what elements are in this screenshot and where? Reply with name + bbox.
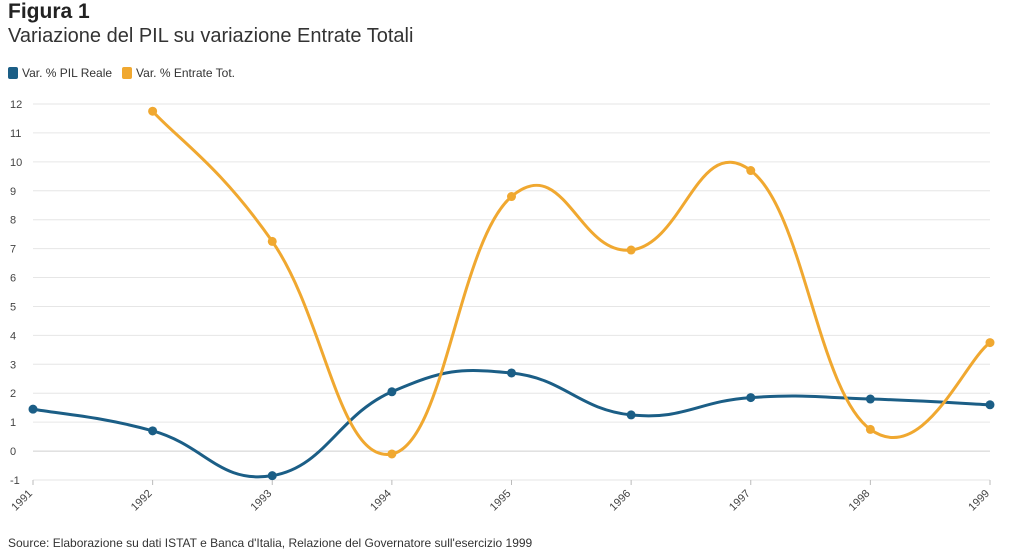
data-point-0 xyxy=(507,368,516,378)
y-tick-label: 6 xyxy=(10,273,16,285)
y-tick-label: 4 xyxy=(10,330,16,342)
data-point-0 xyxy=(985,400,995,410)
y-tick-label: 7 xyxy=(10,244,16,256)
series-line-0 xyxy=(31,369,992,479)
legend-item-pil[interactable]: Var. % PIL Reale xyxy=(8,66,112,80)
data-point-0 xyxy=(865,394,875,404)
data-point-1 xyxy=(985,338,995,348)
data-point-0 xyxy=(387,387,397,397)
x-tick-label: 1991 xyxy=(9,488,35,514)
x-tick-label: 1998 xyxy=(847,488,873,514)
y-tick-label: 0 xyxy=(10,446,16,458)
y-tick-label: 8 xyxy=(10,215,16,227)
data-point-0 xyxy=(746,393,756,403)
x-tick-label: 1993 xyxy=(249,488,275,514)
series-line-1 xyxy=(151,109,992,456)
y-tick-label: 10 xyxy=(10,157,22,169)
x-tick-label: 1994 xyxy=(368,488,394,514)
y-tick-label: 2 xyxy=(10,388,16,400)
data-point-0 xyxy=(148,426,158,436)
data-point-1 xyxy=(387,449,397,459)
data-point-0 xyxy=(28,404,38,414)
source-note: Source: Elaborazione su dati ISTAT e Ban… xyxy=(8,536,533,550)
data-point-1 xyxy=(148,106,158,116)
legend-label-entrate: Var. % Entrate Tot. xyxy=(136,66,235,80)
x-tick-label: 1999 xyxy=(966,488,992,514)
y-tick-label: 1 xyxy=(10,417,16,429)
x-tick-label: 1995 xyxy=(488,488,514,514)
y-tick-label: 11 xyxy=(10,128,21,140)
data-point-1 xyxy=(267,236,277,246)
data-point-1 xyxy=(746,166,756,176)
x-tick-label: 1992 xyxy=(129,488,155,514)
data-point-1 xyxy=(507,192,516,202)
x-tick-label: 1997 xyxy=(727,488,753,514)
figure-kicker: Figura 1 xyxy=(8,0,90,23)
y-tick-label: 3 xyxy=(10,359,16,371)
legend-swatch-pil xyxy=(8,67,18,79)
y-tick-label: 5 xyxy=(10,301,16,313)
y-tick-label: 12 xyxy=(10,99,22,111)
legend: Var. % PIL Reale Var. % Entrate Tot. xyxy=(8,66,235,80)
y-tick-label: -1 xyxy=(10,475,20,487)
legend-swatch-entrate xyxy=(122,67,133,79)
data-point-1 xyxy=(865,424,875,434)
data-point-1 xyxy=(626,245,636,255)
legend-item-entrate[interactable]: Var. % Entrate Tot. xyxy=(122,66,235,80)
y-tick-label: 9 xyxy=(10,186,16,198)
x-tick-label: 1996 xyxy=(607,488,633,514)
legend-label-pil: Var. % PIL Reale xyxy=(22,66,113,80)
data-point-0 xyxy=(626,410,636,420)
chart-title: Variazione del PIL su variazione Entrate… xyxy=(8,25,414,47)
data-point-0 xyxy=(267,471,277,481)
